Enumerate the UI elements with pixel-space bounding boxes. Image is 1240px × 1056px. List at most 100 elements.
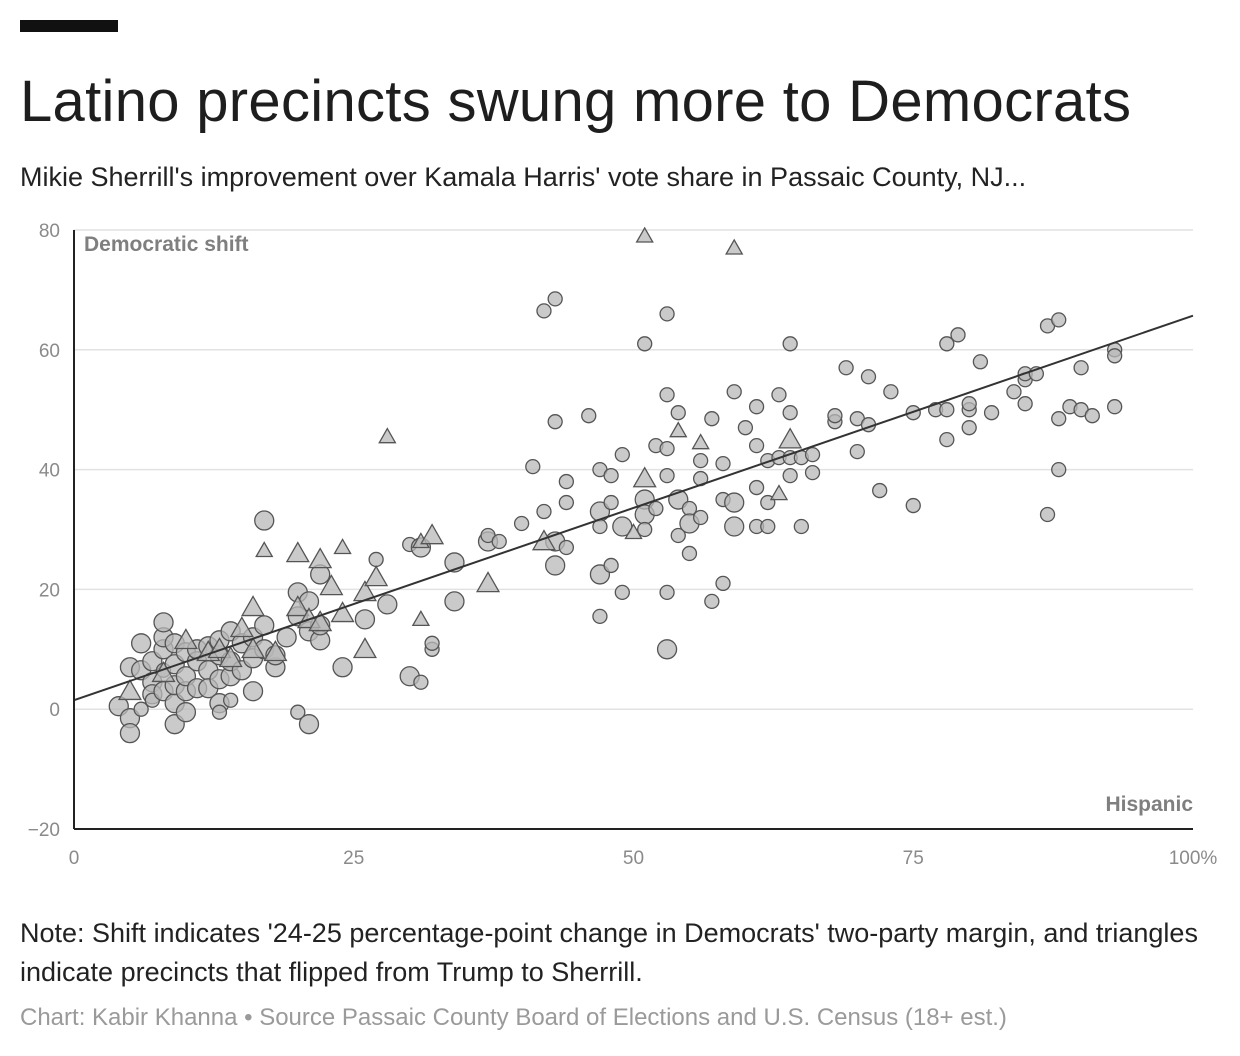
circle-point: [782, 405, 798, 421]
circle-point: [715, 455, 731, 472]
circle-point: [211, 704, 228, 720]
circle-point: [637, 336, 653, 352]
circle-point: [637, 521, 653, 538]
triangle-point: [263, 640, 288, 662]
circle-point: [1107, 348, 1123, 364]
circle-point: [592, 608, 608, 625]
x-tick-label: 75: [903, 848, 924, 869]
circle-point: [704, 411, 720, 427]
circle-point: [603, 467, 619, 484]
circle-point: [648, 500, 664, 517]
circle-point: [1017, 396, 1033, 412]
circle-point: [724, 492, 745, 513]
x-tick-label: 100%: [1169, 848, 1218, 869]
triangle-point: [240, 637, 266, 659]
circle-point: [715, 575, 731, 592]
circle-point: [659, 467, 675, 484]
circle-point: [905, 497, 921, 514]
circle-point: [547, 414, 563, 430]
circle-point: [692, 452, 709, 469]
circle-point: [130, 633, 152, 654]
circle-point: [558, 539, 575, 556]
circle-point: [276, 627, 297, 648]
triangle-point: [632, 466, 657, 488]
circle-point: [939, 402, 955, 418]
triangle-point: [769, 484, 789, 501]
y-tick-label: 20: [39, 580, 60, 601]
circle-point: [972, 354, 989, 370]
circle-point: [133, 701, 149, 717]
circle-point: [939, 336, 955, 352]
circle-point: [254, 510, 275, 531]
y-tick-label: 60: [39, 341, 60, 362]
circle-point: [1084, 408, 1100, 424]
circle-point: [793, 518, 809, 535]
circle-point: [1073, 360, 1089, 376]
circle-point: [1039, 506, 1056, 523]
triangle-point: [229, 616, 254, 638]
triangle-point: [330, 601, 355, 623]
triangle-point: [308, 547, 333, 569]
circle-point: [1107, 399, 1123, 415]
circle-point: [603, 557, 619, 574]
x-tick-label: 50: [623, 848, 644, 869]
circle-point: [827, 408, 843, 424]
x-axis-label: Hispanic: [1105, 793, 1193, 816]
triangle-point: [475, 571, 501, 593]
circle-point: [760, 518, 776, 535]
circle-point: [782, 467, 798, 484]
circle-point: [961, 420, 977, 436]
axis-layer: [73, 230, 1193, 830]
point-layer: [108, 226, 1123, 744]
circle-point: [659, 306, 675, 322]
chart-credit: Chart: Kabir Khanna • Source Passaic Cou…: [20, 1004, 1007, 1031]
circle-point: [860, 369, 877, 385]
circle-point: [724, 516, 745, 537]
chart-subtitle: Mikie Sherrill's improvement over Kamala…: [20, 162, 1027, 192]
circle-point: [670, 405, 686, 421]
circle-point: [849, 443, 865, 460]
triangle-point: [624, 523, 643, 540]
circle-point: [748, 399, 765, 415]
circle-point: [614, 584, 630, 601]
circle-point: [1006, 384, 1022, 400]
triangle-point: [420, 523, 445, 545]
circle-point: [536, 303, 552, 319]
circle-point: [1051, 312, 1067, 328]
circle-point: [883, 384, 899, 400]
circle-point: [939, 431, 955, 448]
circle-point: [525, 458, 541, 475]
x-tick-label: 25: [343, 848, 364, 869]
triangle-point: [669, 421, 688, 438]
triangle-point: [691, 433, 710, 450]
triangle-point: [378, 427, 397, 444]
circle-point: [659, 387, 675, 403]
grid-layer: [74, 229, 1193, 710]
triangle-point: [411, 609, 431, 627]
circle-point: [413, 674, 429, 690]
circle-point: [558, 473, 575, 490]
triangle-point: [240, 595, 266, 617]
y-axis-label: Democratic shift: [84, 233, 249, 256]
triangle-point: [285, 595, 310, 617]
y-tick-label: −20: [28, 820, 60, 841]
circle-point: [332, 657, 353, 678]
circle-point: [659, 584, 675, 601]
circle-point: [692, 509, 709, 526]
circle-point: [424, 635, 440, 651]
circle-point: [444, 591, 465, 612]
triangle-point: [117, 678, 142, 701]
circle-point: [748, 437, 765, 454]
triangle-point: [218, 646, 243, 668]
chart-title: Latino precincts swung more to Democrats: [20, 69, 1132, 134]
triangle-point: [352, 637, 377, 659]
circle-point: [704, 593, 720, 610]
circle-point: [603, 494, 619, 511]
circle-point: [119, 723, 141, 744]
circle-point: [782, 336, 798, 352]
circle-point: [290, 704, 306, 720]
triangle-point: [285, 541, 310, 563]
circle-point: [614, 446, 630, 463]
triangle-point: [725, 238, 744, 255]
circle-point: [656, 639, 678, 660]
